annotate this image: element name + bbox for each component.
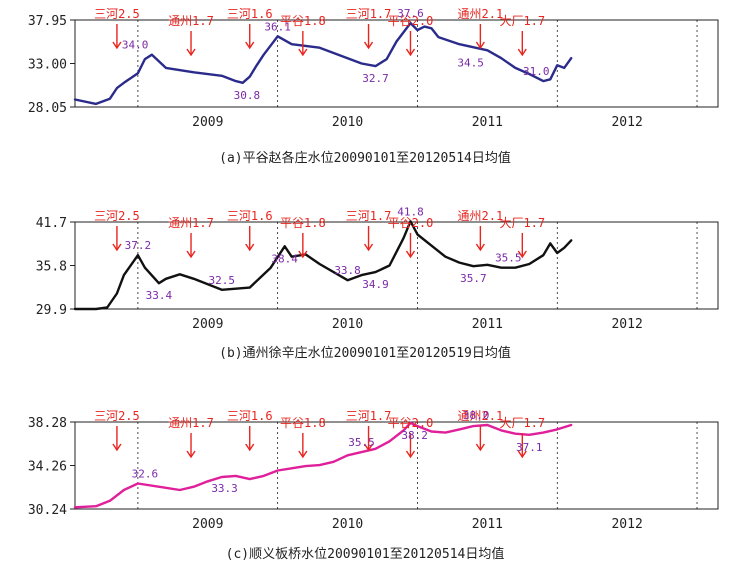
panel-a-y-tick-label: 37.95 <box>28 14 67 29</box>
panel-c-event-arrowhead <box>298 450 308 459</box>
panel-a-y-tick-label: 28.05 <box>28 101 67 116</box>
panel-c-event-label: 通州1.7 <box>168 416 214 430</box>
panel-a-frame <box>74 19 719 108</box>
panel-a-value-label: 36.1 <box>264 20 291 33</box>
panel-c-x-tick-label: 2012 <box>611 517 642 532</box>
panel-b-value-label: 33.8 <box>334 264 361 277</box>
panel-c-x-tick-label: 2011 <box>472 517 503 532</box>
panel-b-event-label: 三河1.6 <box>227 209 273 223</box>
caption-panel-c: (c)顺义板桥水位20090101至20120514日均值 <box>225 547 505 562</box>
panel-c-event-arrowhead <box>517 450 527 459</box>
panel-c-x-tick-label: 2010 <box>332 517 363 532</box>
panel-c-event-label: 三河2.5 <box>94 409 140 423</box>
panel-a-x-tick-label: 2011 <box>472 115 503 130</box>
panel-b-event-arrowhead <box>475 243 485 252</box>
panel-b-event-label: 通州2.1 <box>458 209 504 223</box>
panel-b-value-label: 41.8 <box>397 205 424 218</box>
panel-b-event-arrowhead <box>405 250 416 259</box>
panel-b-event-label: 大厂1.7 <box>499 216 545 230</box>
panel-c-value-label: 38.2 <box>401 429 428 442</box>
panel-b-event-label: 平谷1.8 <box>280 216 326 230</box>
panel-a-y-tick-label: 33.00 <box>28 58 67 73</box>
panel-b-event-arrowhead <box>298 250 308 259</box>
panel-b-value-label: 32.5 <box>209 274 236 287</box>
panel-b-event-label: 平谷2.0 <box>388 216 434 230</box>
panel-c-series-line <box>73 421 573 509</box>
panel-c-value-label: 33.3 <box>211 482 238 495</box>
panel-a-x-tick-label: 2010 <box>332 115 363 130</box>
panel-a-event-label: 三河1.6 <box>227 7 273 21</box>
panel-a-x-tick-label: 2012 <box>611 115 642 130</box>
panel-b-value-label: 34.9 <box>362 278 389 291</box>
panel-b-event-arrowhead <box>245 243 255 252</box>
panel-a-value-label: 37.6 <box>397 7 424 20</box>
panel-c-event-arrowhead <box>112 443 122 452</box>
panel-a-value-label: 34.0 <box>122 39 149 52</box>
panel-b-y-tick-label: 41.7 <box>36 216 67 231</box>
panel-c-value-label: 32.6 <box>132 467 159 480</box>
panel-b-event-label: 三河1.7 <box>346 209 392 223</box>
panel-c-y-tick-label: 38.28 <box>28 416 67 431</box>
panel-c-value-label: 35.5 <box>348 436 375 449</box>
panel-a-event-arrowhead <box>112 41 122 50</box>
caption-panel-a: (a)平谷赵各庄水位20090101至20120514日均值 <box>219 151 511 166</box>
panel-b-y-tick-label: 35.8 <box>36 260 67 275</box>
panel-a-value-label: 31.0 <box>523 65 550 78</box>
panel-a-event-label: 通州2.1 <box>458 7 504 21</box>
panel-c-event-label: 平谷2.0 <box>388 416 434 430</box>
panel-a-event-label: 大厂1.7 <box>499 14 545 28</box>
panel-a-event-label: 三河2.5 <box>94 7 140 21</box>
panel-c-event-arrowhead <box>363 443 374 452</box>
panel-b-value-label: 35.5 <box>495 252 522 265</box>
panel-a-event-arrowhead <box>475 41 485 50</box>
panel-a-event-label: 平谷2.0 <box>388 14 434 28</box>
panel-a-x-tick-label: 2009 <box>192 115 223 130</box>
panel-b-x-tick-label: 2009 <box>192 317 223 332</box>
panel-b-event-arrowhead <box>517 250 527 259</box>
panel-a-event-label: 平谷1.8 <box>280 14 326 28</box>
panel-b-x-tick-label: 2011 <box>472 317 503 332</box>
panel-c-event-label: 三河1.6 <box>227 409 273 423</box>
panel-a-value-label: 32.7 <box>362 72 389 85</box>
panel-b-event-label: 三河2.5 <box>94 209 140 223</box>
panel-b-y-tick-label: 29.9 <box>36 303 67 318</box>
panel-c-value-label: 38.0 <box>463 409 490 422</box>
panel-a-event-label: 通州1.7 <box>168 14 214 28</box>
panel-b-x-tick-label: 2012 <box>611 317 642 332</box>
panel-b-value-label: 38.4 <box>271 252 298 265</box>
panel-a-series-line <box>73 21 573 106</box>
panel-b-value-label: 33.4 <box>146 289 173 302</box>
panel-a-event-arrowhead <box>186 48 196 57</box>
panel-b-value-label: 35.7 <box>460 272 487 285</box>
panel-c-event-arrowhead <box>245 443 255 452</box>
panel-c-event-label: 通州2.1 <box>458 409 504 423</box>
panel-c-event-arrowhead <box>405 450 416 459</box>
panel-c-event-arrowhead <box>475 443 485 452</box>
panel-b-event-label: 通州1.7 <box>168 216 214 230</box>
panel-b-value-label: 37.2 <box>125 239 152 252</box>
panel-c-event-label: 大厂1.7 <box>499 416 545 430</box>
panel-b-event-arrowhead <box>112 243 122 252</box>
panel-a-event-arrowhead <box>298 48 308 57</box>
panel-a-value-label: 30.8 <box>234 89 261 102</box>
panel-b-event-arrowhead <box>363 243 374 252</box>
panel-b-series-line <box>73 220 573 311</box>
panel-c-y-tick-label: 34.26 <box>28 460 67 475</box>
panel-c-event-arrowhead <box>186 450 196 459</box>
caption-panel-b: (b)通州徐辛庄水位20090101至20120519日均值 <box>219 346 511 361</box>
panel-c-x-tick-label: 2009 <box>192 517 223 532</box>
panel-a-event-arrowhead <box>245 41 255 50</box>
panel-b-event-arrowhead <box>186 250 196 259</box>
panel-a-event-arrowhead <box>517 48 527 57</box>
panel-a-event-arrowhead <box>363 41 374 50</box>
panel-c-event-label: 三河1.7 <box>346 409 392 423</box>
panel-a-value-label: 34.5 <box>457 56 484 69</box>
panel-c-y-tick-label: 30.24 <box>28 503 67 518</box>
panel-b-x-tick-label: 2010 <box>332 317 363 332</box>
panel-a-event-arrowhead <box>405 48 416 57</box>
panel-c-event-label: 平谷1.8 <box>280 416 326 430</box>
panel-c-value-label: 37.1 <box>516 441 543 454</box>
panel-a-event-label: 三河1.7 <box>346 7 392 21</box>
